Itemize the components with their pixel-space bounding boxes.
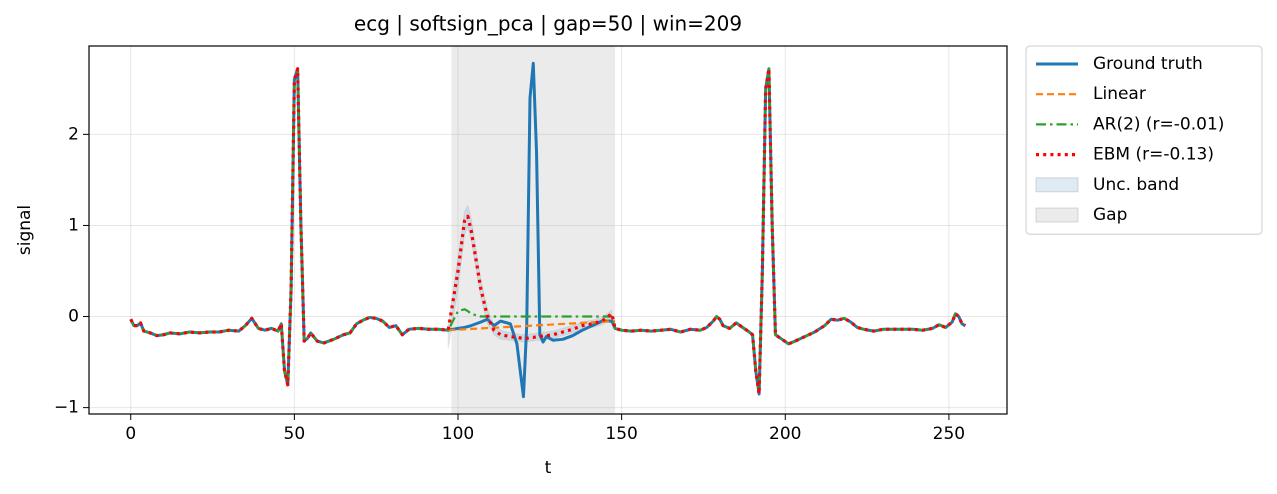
- y-tick-label: −1: [54, 398, 79, 418]
- x-tick-label: 200: [769, 424, 801, 444]
- series-line: [129, 67, 967, 396]
- plot-frame: [88, 45, 1008, 415]
- x-tick-label: 50: [284, 424, 306, 444]
- legend-box: [1025, 45, 1263, 235]
- gap-region: [451, 46, 616, 414]
- chart-title: ecg | softsign_pca | gap=50 | win=209: [354, 12, 742, 36]
- x-tick-label: 250: [933, 424, 965, 444]
- series-line: [129, 67, 966, 396]
- y-tick-label: 1: [68, 215, 79, 235]
- y-tick-label: 2: [68, 124, 79, 144]
- legend-label: Ground truth: [1093, 54, 1203, 74]
- legend-label: Linear: [1093, 84, 1146, 104]
- x-tick-label: 0: [125, 424, 136, 444]
- legend-label: Gap: [1093, 205, 1127, 225]
- legend-label: AR(2) (r=-0.01): [1093, 114, 1224, 134]
- legend-swatch: [1035, 207, 1079, 223]
- x-axis-label: t: [545, 458, 552, 478]
- y-axis-label: signal: [15, 205, 35, 255]
- x-tick-label: 100: [442, 424, 474, 444]
- x-tick-label: 150: [605, 424, 637, 444]
- series-line: [448, 319, 616, 332]
- legend-swatch: [1035, 177, 1079, 193]
- legend-label: Unc. band: [1093, 175, 1179, 195]
- legend-label: EBM (r=-0.13): [1093, 145, 1214, 165]
- y-tick-label: 0: [68, 307, 79, 327]
